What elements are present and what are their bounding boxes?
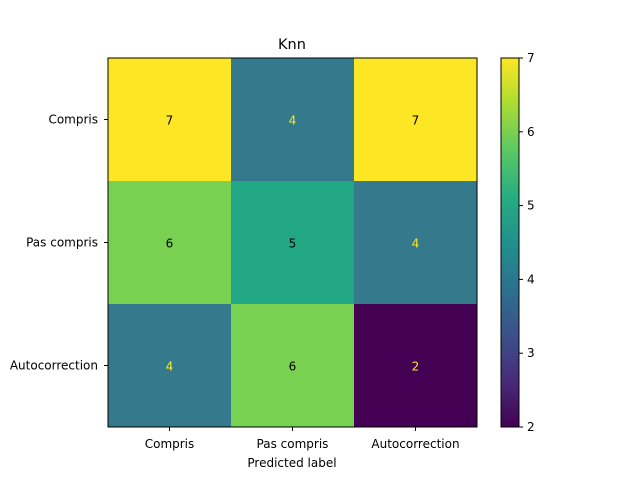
x-tick-label: Compris — [145, 437, 195, 451]
heatmap-cell — [354, 58, 477, 181]
cell-value-label: 4 — [412, 237, 420, 251]
heatmap-cell — [108, 181, 231, 304]
colorbar-tick-label: 6 — [527, 125, 535, 139]
colorbar: 2 3 4 5 6 7 — [500, 51, 535, 434]
y-axis-ticks: Compris Pas compris Autocorrection — [10, 113, 108, 373]
heatmap-cells — [108, 58, 477, 427]
y-tick-label: Pas compris — [26, 236, 98, 250]
cell-value-label: 2 — [412, 360, 420, 374]
cell-value-label: 4 — [289, 114, 297, 128]
heatmap-cell — [231, 181, 354, 304]
chart-title: Knn — [278, 37, 306, 53]
heatmap-cell — [354, 304, 477, 427]
x-axis-label: Predicted label — [247, 456, 336, 470]
heatmap-cell — [108, 304, 231, 427]
heatmap-cell — [231, 304, 354, 427]
colorbar-gradient — [501, 58, 519, 427]
colorbar-tick-label: 3 — [527, 346, 535, 360]
cell-value-labels: 7 4 7 6 5 4 4 6 2 — [166, 114, 420, 374]
colorbar-tick-label: 7 — [527, 51, 535, 65]
colorbar-tick-label: 2 — [527, 420, 535, 434]
cell-value-label: 4 — [166, 360, 174, 374]
cell-value-label: 6 — [289, 360, 297, 374]
y-tick-label: Compris — [48, 113, 98, 127]
heatmap-cell — [231, 58, 354, 181]
cell-value-label: 5 — [289, 237, 297, 251]
colorbar-frame — [500, 57, 520, 428]
heatmap-cell — [354, 181, 477, 304]
y-tick-label: Autocorrection — [10, 359, 98, 373]
heatmap-cell — [108, 58, 231, 181]
colorbar-ticks: 2 3 4 5 6 7 — [519, 51, 535, 434]
cell-value-label: 7 — [412, 114, 420, 128]
x-tick-label: Autocorrection — [371, 437, 459, 451]
colorbar-tick-label: 5 — [527, 199, 535, 213]
x-axis-ticks: Compris Pas compris Autocorrection — [145, 427, 460, 451]
colorbar-tick-label: 4 — [527, 272, 535, 286]
x-tick-label: Pas compris — [257, 437, 329, 451]
cell-value-label: 6 — [166, 237, 174, 251]
cell-value-label: 7 — [166, 114, 174, 128]
